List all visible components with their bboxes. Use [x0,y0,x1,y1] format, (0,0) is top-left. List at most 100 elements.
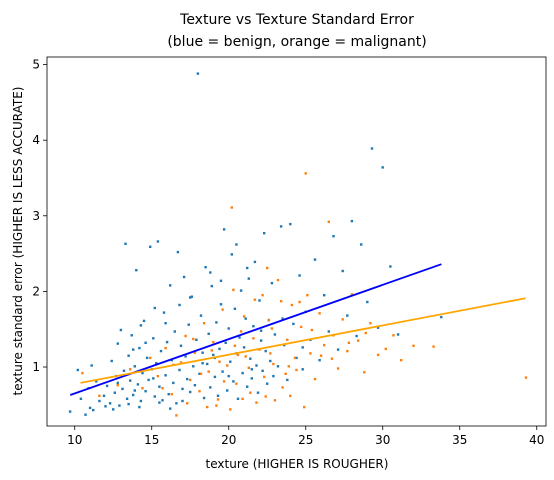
data-point-s0-18 [122,369,126,372]
data-point-s0-130 [323,294,326,297]
data-point-s0-41 [158,385,161,388]
data-point-s1-66 [289,394,292,397]
data-point-s1-46 [346,349,349,353]
data-point-s0-162 [235,243,238,246]
data-point-s0-21 [127,354,130,357]
data-point-s0-44 [162,311,166,314]
data-point-s1-87 [306,294,309,297]
data-point-s0-55 [179,344,183,347]
data-point-s0-27 [136,383,140,386]
data-point-s1-79 [284,372,287,375]
data-point-s1-42 [327,220,330,223]
y-axis-ticks: 1 2 3 4 5 [32,58,47,374]
data-point-s0-143 [389,265,392,268]
x-tick-label-15: 15 [144,433,159,447]
data-point-s0-75 [210,284,213,288]
data-point-s0-142 [381,166,384,169]
data-point-s1-11 [184,334,187,338]
data-point-s0-9 [105,384,109,388]
data-point-s1-69 [261,294,264,297]
data-point-s0-141 [376,326,380,329]
data-point-s0-37 [152,337,155,340]
data-point-s0-10 [108,402,112,405]
data-point-s0-84 [224,341,227,344]
data-point-s0-62 [190,295,193,298]
data-point-s1-59 [206,405,209,409]
data-point-s1-47 [350,293,354,296]
data-point-s0-104 [255,364,258,367]
data-point-s0-16 [119,328,123,332]
data-point-s0-171 [281,317,284,320]
data-point-s1-49 [363,371,366,374]
data-point-s1-19 [221,308,224,311]
data-point-s0-7 [98,399,101,403]
data-point-s1-58 [186,402,189,405]
data-point-s0-103 [253,260,257,264]
data-point-s1-72 [218,360,221,363]
data-point-s1-41 [323,343,326,347]
data-point-s1-34 [290,303,294,307]
chart-title-line-1: Texture vs Texture Standard Error [179,12,414,28]
trend-line-0 [69,263,442,396]
data-point-s0-128 [313,258,317,261]
data-point-s0-122 [292,322,295,326]
data-point-s0-156 [144,341,147,344]
data-point-s0-125 [301,368,304,371]
data-point-s0-11 [110,359,113,363]
data-point-s0-101 [250,377,253,380]
data-point-s0-166 [201,362,204,365]
data-point-s0-131 [327,330,330,333]
x-tick-label-10: 10 [67,433,82,447]
data-point-s0-117 [276,365,280,368]
data-point-s0-172 [301,346,304,349]
data-point-s0-155 [132,348,135,351]
data-point-s0-19 [124,242,127,245]
data-point-s1-78 [319,354,323,357]
data-point-s0-132 [332,235,335,238]
data-point-s1-90 [330,357,334,360]
data-point-s1-68 [242,315,246,318]
plot-area-frame [46,56,547,427]
data-point-s1-18 [216,398,220,401]
data-point-s0-81 [219,303,223,306]
data-point-s0-29 [139,399,143,403]
data-point-s0-150 [127,402,130,406]
data-point-s1-24 [244,355,247,358]
data-point-s0-54 [178,368,181,372]
data-point-s1-75 [270,327,274,330]
data-point-s0-92 [236,397,240,400]
data-point-s0-99 [247,277,250,280]
data-point-s0-52 [175,402,178,405]
data-point-s1-92 [266,266,269,270]
data-point-s0-134 [341,269,344,273]
data-point-s0-26 [135,269,138,272]
data-point-s1-56 [432,345,435,348]
data-point-s0-64 [193,384,197,387]
data-point-s1-14 [198,390,201,393]
data-point-s0-114 [270,281,274,285]
data-point-s0-147 [88,406,92,410]
data-point-s1-64 [264,395,267,398]
data-point-s1-37 [304,172,307,175]
x-axis-ticks: 10 15 20 25 30 35 40 [67,426,544,447]
data-point-s0-87 [229,360,232,363]
data-point-s0-161 [219,279,223,282]
data-point-s1-60 [215,404,218,407]
data-point-s1-51 [376,353,380,357]
data-point-s1-22 [235,382,238,385]
data-point-s0-139 [366,300,369,304]
data-point-s0-94 [239,289,243,292]
data-point-s0-79 [216,394,220,397]
data-point-s0-88 [230,253,233,256]
data-point-s1-3 [129,368,132,371]
data-point-s0-5 [92,408,95,412]
data-point-s0-51 [173,330,176,333]
data-point-s0-107 [259,339,263,342]
data-point-s0-56 [181,387,184,391]
data-point-s1-10 [179,361,183,364]
data-point-s0-106 [258,299,261,302]
data-point-s0-148 [104,405,107,408]
data-point-s1-74 [252,337,255,340]
data-point-s1-33 [286,338,289,341]
